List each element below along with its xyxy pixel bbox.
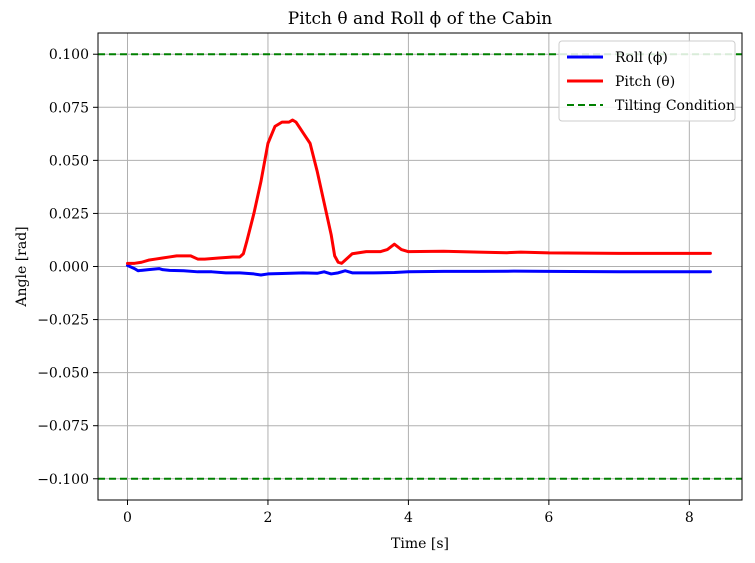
pitch-series-line [126, 118, 712, 265]
y-tick-label: −0.100 [37, 472, 89, 488]
y-axis-label: Angle [rad] [14, 226, 30, 307]
y-tick-label: 0.100 [49, 47, 89, 63]
chart-title: Pitch θ and Roll ϕ of the Cabin [288, 9, 553, 29]
x-tick-label: 6 [544, 510, 553, 526]
roll-series-line [126, 263, 712, 277]
legend-box [558, 40, 736, 122]
series-layer [98, 53, 742, 480]
x-tick-label: 8 [685, 510, 694, 526]
y-tick-label: 0.000 [49, 260, 89, 276]
x-tick-label: 4 [404, 510, 413, 526]
x-tick-label: 2 [263, 510, 272, 526]
legend-label: Pitch (θ) [615, 74, 675, 90]
y-tick-label: −0.075 [37, 419, 89, 435]
y-tick-label: 0.075 [49, 100, 89, 116]
y-tick-label: 0.025 [49, 206, 89, 222]
legend: Roll (ϕ) Pitch (θ) Tilting Condition [558, 40, 736, 122]
ticks: 0 2 4 6 8 0.100 0.075 0.050 0.025 0.000 −0.025 −0.0… [37, 47, 694, 526]
y-tick-label: 0.050 [49, 153, 89, 169]
x-tick-label: 0 [123, 510, 132, 526]
y-tick-label: −0.025 [37, 313, 89, 329]
x-axis-label: Time [s] [391, 536, 449, 552]
y-tick-label: −0.050 [37, 366, 89, 382]
legend-label: Roll (ϕ) [615, 50, 668, 66]
legend-label: Tilting Condition [615, 98, 735, 114]
